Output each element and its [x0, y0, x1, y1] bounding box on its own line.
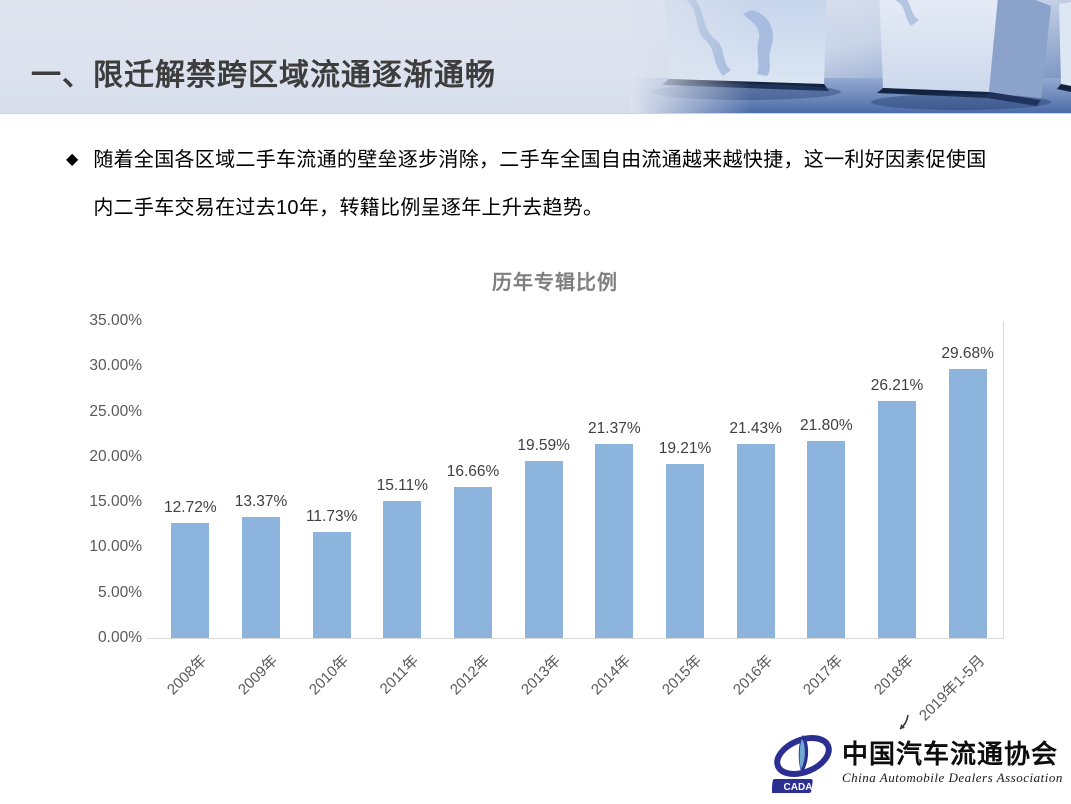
logo-name-en: China Automobile Dealers Association: [842, 769, 1063, 785]
header-band: 一、限迁解禁跨区域流通逐渐通畅: [0, 0, 1071, 114]
x-tick-label: 2009年: [234, 652, 282, 699]
x-axis-line: [147, 638, 155, 639]
bar-2010年: [312, 532, 351, 638]
chart-title: 历年专辑比例: [492, 272, 618, 294]
x-tick-label: 2008年: [164, 652, 211, 699]
bar-value-label: 21.43%: [729, 420, 782, 437]
bar-value-label: 21.37%: [588, 420, 641, 437]
bar-2017年: [807, 441, 846, 638]
bar-value-label: 12.72%: [164, 499, 217, 516]
bar-value-label: 13.37%: [234, 493, 288, 510]
x-tick-label: 2019年1-5月: [915, 652, 988, 725]
y-tick-label: 15.00%: [89, 493, 142, 511]
bar-value-label: 19.59%: [517, 437, 570, 454]
cada-logo: CADA 中国汽车流通协会 China Automobile Dealers A…: [772, 724, 1068, 801]
x-tick-label: 2012年: [446, 652, 494, 699]
cada-emblem-icon: CADA: [772, 734, 832, 793]
bar-value-label: 16.66%: [446, 463, 500, 480]
bar-value-label: 29.68%: [941, 345, 994, 362]
bar-2013年: [524, 461, 563, 638]
bar-value-label: 15.11%: [376, 477, 429, 494]
bar-2016年: [736, 444, 775, 638]
y-tick-label: 10.00%: [89, 538, 142, 556]
world-cubes-image: [631, 0, 1071, 113]
bar-2008年: [171, 523, 210, 638]
x-tick-label: 2011年: [377, 652, 423, 698]
logo-text: 中国汽车流通协会 China Automobile Dealers Associ…: [842, 740, 1063, 786]
bar-value-label: 26.21%: [870, 377, 924, 394]
y-tick-label: 35.00%: [89, 312, 142, 329]
mouse-cursor-icon: [899, 714, 909, 730]
bar-2019年1-5月: [948, 369, 987, 638]
bullet-text: 随着全国各区域二手车流通的壁垒逐步消除，二手车全国自由流通越来越快捷，这一利好因…: [93, 149, 987, 219]
y-tick-label: 30.00%: [89, 357, 142, 375]
bullet-paragraph: ◆ 随着全国各区域二手车流通的壁垒逐步消除，二手车全国自由流通越来越快捷，这一利…: [66, 136, 1026, 232]
y-tick-label: 20.00%: [89, 447, 142, 465]
bar-2009年: [242, 517, 280, 638]
bar-value-label: 19.21%: [658, 440, 712, 457]
x-tick-label: 2016年: [729, 652, 776, 699]
x-tick-label: 2015年: [658, 652, 706, 699]
x-tick-label: 2018年: [870, 652, 918, 699]
y-tick-label: 25.00%: [89, 402, 142, 420]
diamond-bullet-icon: ◆: [66, 151, 79, 168]
bar-2011年: [383, 501, 422, 638]
y-tick-label: 0.00%: [98, 629, 142, 646]
x-tick-label: 2017年: [800, 652, 847, 699]
svg-text:CADA: CADA: [784, 782, 813, 793]
bar-2018年: [878, 401, 916, 638]
page-title: 一、限迁解禁跨区域流通逐渐通畅: [31, 59, 496, 92]
logo-name-zh: 中国汽车流通协会: [842, 739, 1059, 769]
x-tick-label: 2014年: [588, 652, 635, 699]
bar-2015年: [666, 464, 704, 638]
plot-area: 12.72% 13.37% 11.73% 15.11% 16.66% 19.59% 21.3…: [147, 321, 1004, 639]
bar-value-label: 21.80%: [800, 417, 853, 434]
bar-value-label: 11.73%: [305, 508, 358, 525]
y-tick-label: 5.00%: [98, 583, 142, 601]
bar-2014年: [595, 444, 634, 638]
bar-2012年: [454, 487, 492, 638]
x-tick-label: 2010年: [305, 652, 352, 699]
x-tick-label: 2013年: [517, 652, 564, 699]
